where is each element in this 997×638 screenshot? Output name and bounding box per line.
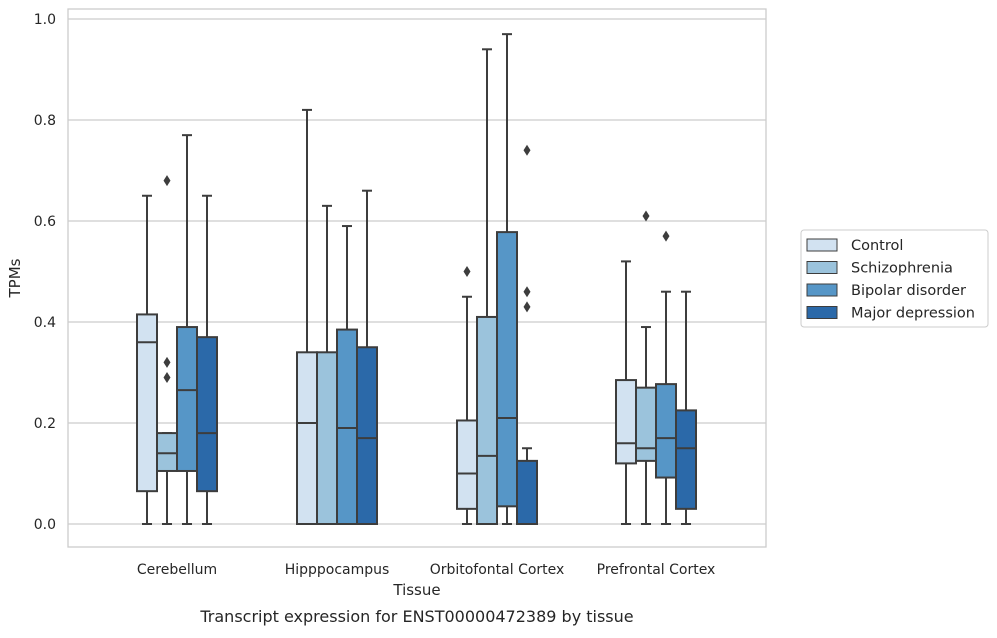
legend-swatch xyxy=(806,306,838,319)
box-body xyxy=(615,379,637,465)
x-tick-labels: Cerebellum Hipppocampus Orbitofontal Corte… xyxy=(137,562,715,578)
y-tick-label: 0.0 xyxy=(34,517,56,533)
x-tick-label: Cerebellum xyxy=(137,562,217,578)
box-body xyxy=(675,409,697,510)
box-0-1 xyxy=(296,108,318,525)
box-layer xyxy=(136,33,697,526)
y-tick-labels: 0.0 0.2 0.4 0.6 0.8 1.0 xyxy=(34,12,56,533)
legend-frame xyxy=(800,229,989,328)
legend-label: Major depression xyxy=(851,306,975,322)
legend-swatch xyxy=(806,238,838,252)
box-body xyxy=(156,432,178,472)
y-tick-label: 0.6 xyxy=(34,214,56,230)
y-tick-label: 0.8 xyxy=(34,113,56,129)
y-tick-label: 0.4 xyxy=(34,315,56,331)
y-tick-label: 0.2 xyxy=(34,416,56,432)
outlier-point xyxy=(523,286,531,298)
legend-label: Bipolar disorder xyxy=(851,283,966,299)
box-0-0 xyxy=(136,194,158,525)
box-1-2 xyxy=(476,48,498,526)
outlier-point xyxy=(163,372,171,384)
outlier-point xyxy=(163,356,171,368)
x-axis-label: Tissue xyxy=(392,581,440,599)
outlier-point xyxy=(163,175,171,187)
box-body xyxy=(316,351,338,525)
legend-label: Schizophrenia xyxy=(851,261,953,277)
box-body xyxy=(456,419,478,510)
box-body xyxy=(635,386,657,462)
box-1-3 xyxy=(635,210,657,525)
box-0-3 xyxy=(615,260,637,525)
box-body xyxy=(496,231,518,508)
outlier-point xyxy=(523,144,531,156)
box-3-0 xyxy=(196,194,218,525)
chart-caption: Transcript expression for ENST0000047238… xyxy=(199,607,633,626)
box-body xyxy=(296,351,318,525)
outlier-point xyxy=(642,210,650,222)
box-3-1 xyxy=(356,189,378,525)
x-tick-label: Prefrontal Cortex xyxy=(597,562,716,578)
x-tick-label: Orbitofontal Cortex xyxy=(430,562,565,578)
box-body xyxy=(516,459,538,525)
box-body xyxy=(336,328,358,526)
outlier-point xyxy=(523,301,531,313)
box-body xyxy=(196,336,218,493)
outlier-point xyxy=(463,266,471,277)
box-3-2 xyxy=(516,144,538,525)
box-body xyxy=(356,346,378,525)
legend-label: Control xyxy=(851,238,903,254)
plot-frame xyxy=(67,8,767,548)
box-body xyxy=(136,313,158,493)
legend-swatch xyxy=(806,261,838,274)
legend-swatch xyxy=(806,283,838,297)
y-axis-label: TPMs xyxy=(6,258,24,298)
x-tick-label: Hipppocampus xyxy=(285,562,390,578)
box-body xyxy=(176,326,198,472)
y-tick-label: 1.0 xyxy=(34,12,56,28)
box-body xyxy=(476,315,498,526)
box-1-1 xyxy=(316,204,338,525)
outlier-point xyxy=(662,230,670,242)
box-3-3 xyxy=(675,290,697,525)
box-body xyxy=(655,383,677,479)
box-2-2 xyxy=(496,33,518,525)
legend: Control Schizophrenia Bipolar disorder Majo… xyxy=(800,229,989,328)
